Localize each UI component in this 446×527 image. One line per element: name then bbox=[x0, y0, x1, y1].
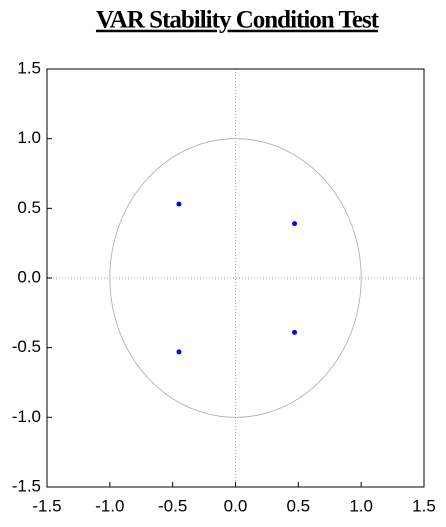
y-tick-label: -0.5 bbox=[12, 337, 41, 356]
y-tick-label: 0.5 bbox=[17, 198, 41, 217]
y-tick-label: 1.0 bbox=[17, 128, 41, 147]
y-tick-label: -1.0 bbox=[12, 407, 41, 426]
x-tick-label: -0.5 bbox=[158, 496, 187, 515]
y-tick-label: 1.5 bbox=[17, 58, 41, 77]
x-tick-label: 1.0 bbox=[349, 496, 373, 515]
x-tick-label: 0.5 bbox=[287, 496, 311, 515]
x-tick-label: 0.0 bbox=[224, 496, 248, 515]
y-tick-label: -1.5 bbox=[12, 476, 41, 495]
chart-title: VAR Stability Condition Test bbox=[96, 7, 380, 34]
root-point bbox=[176, 201, 182, 207]
x-tick-label: -1.0 bbox=[95, 496, 124, 515]
root-point bbox=[292, 221, 298, 227]
x-tick-label: 1.5 bbox=[412, 496, 436, 515]
unit-circle bbox=[109, 138, 362, 418]
root-point bbox=[176, 349, 182, 355]
y-tick-label: 0.0 bbox=[17, 267, 41, 286]
plot-frame bbox=[46, 68, 425, 488]
root-point bbox=[292, 329, 298, 335]
x-tick-label: -1.5 bbox=[32, 496, 61, 515]
